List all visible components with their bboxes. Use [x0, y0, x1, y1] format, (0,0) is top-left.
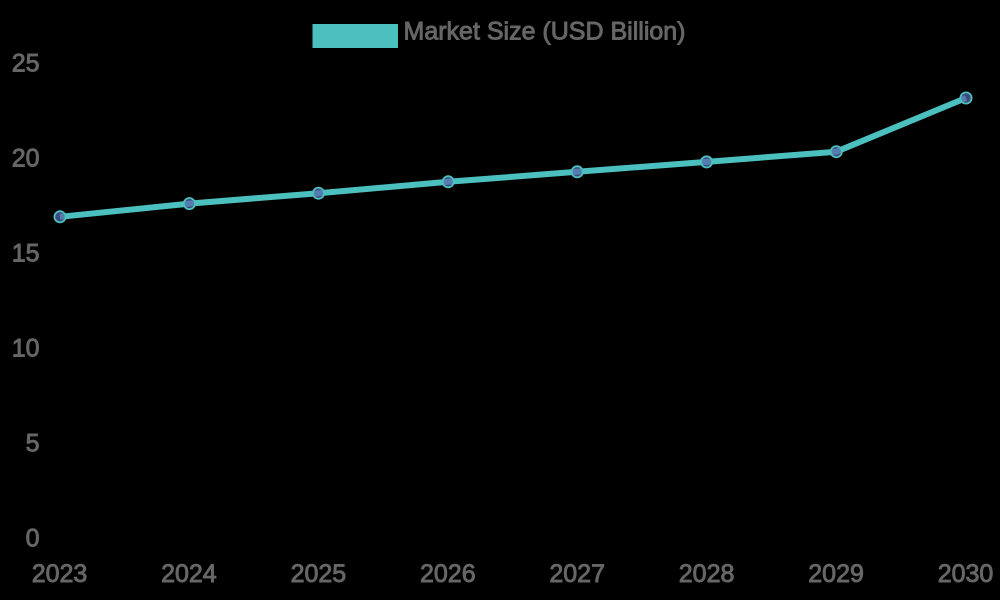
svg-text:2024: 2024: [161, 560, 217, 588]
svg-text:5: 5: [26, 430, 40, 458]
svg-text:25: 25: [12, 50, 40, 78]
svg-text:0: 0: [26, 525, 40, 553]
svg-text:2029: 2029: [808, 560, 864, 588]
svg-text:Market Size (USD Billion): Market Size (USD Billion): [404, 18, 686, 46]
svg-text:2023: 2023: [32, 560, 88, 588]
svg-text:20: 20: [12, 145, 40, 173]
svg-text:2025: 2025: [291, 560, 347, 588]
svg-text:2026: 2026: [420, 560, 476, 588]
svg-text:10: 10: [12, 335, 40, 363]
svg-text:2030: 2030: [938, 560, 994, 588]
svg-text:2027: 2027: [549, 560, 605, 588]
svg-text:15: 15: [12, 240, 40, 268]
svg-text:2028: 2028: [679, 560, 735, 588]
